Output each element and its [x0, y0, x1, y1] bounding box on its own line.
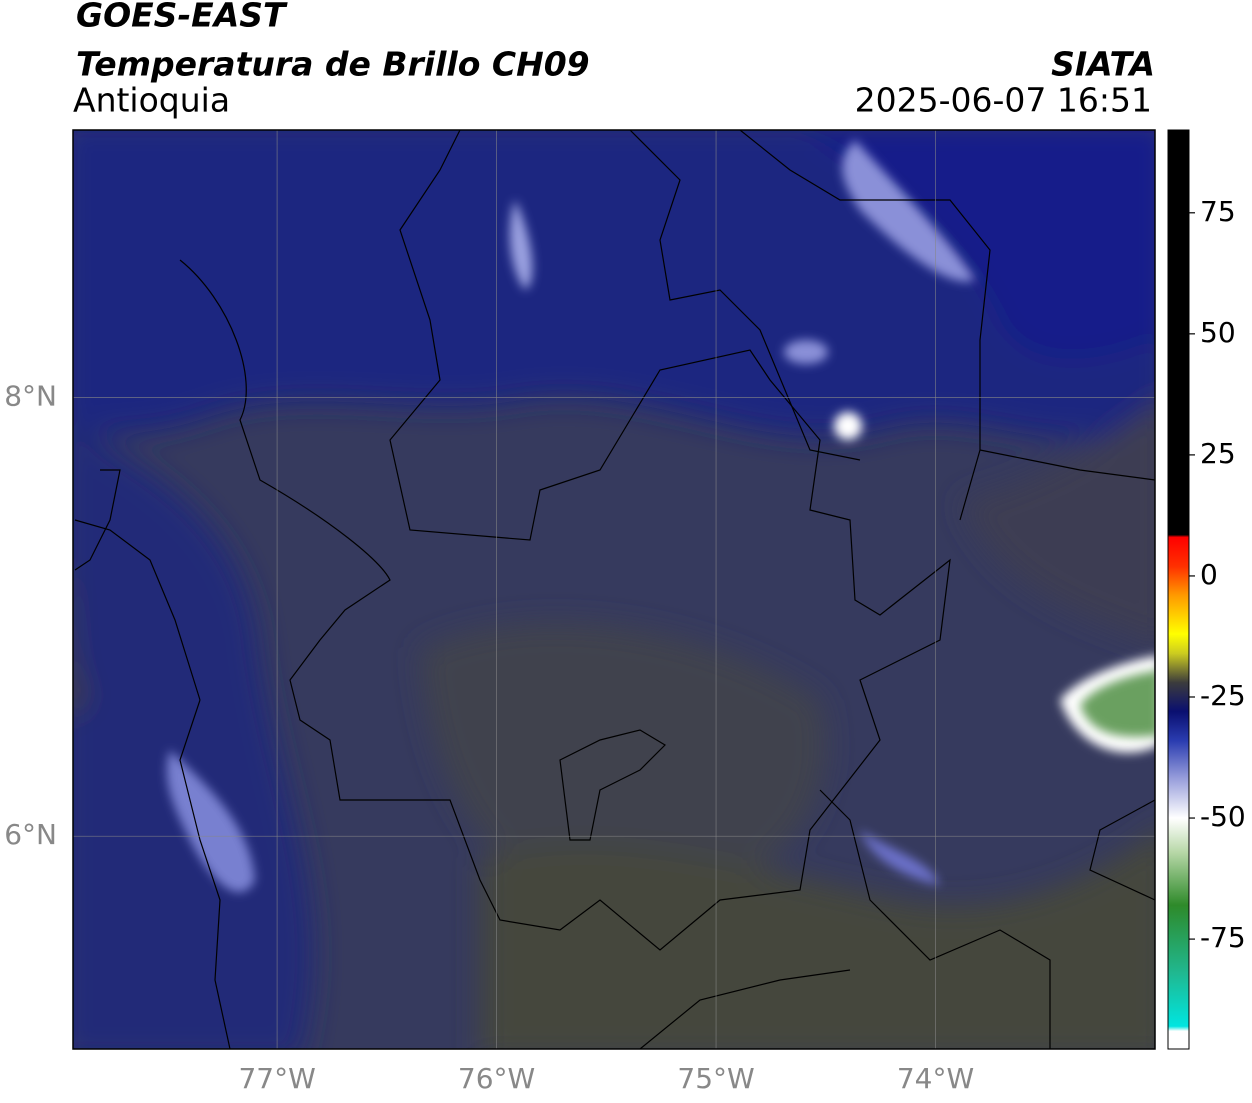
colorbar [1167, 129, 1190, 1050]
satellite-title: GOES-EAST [76, 0, 288, 35]
source: SIATA [1051, 45, 1155, 84]
product-title: Temperatura de Brillo CH09 [76, 45, 590, 84]
lon-label: 74°W [897, 1062, 974, 1095]
colorbar-tick-label: -50 [1200, 800, 1246, 833]
graticule [73, 130, 1155, 1049]
region: Antioquia [73, 81, 230, 120]
datetime: 2025-06-07 16:51 [855, 81, 1152, 120]
lat-label: 8°N [4, 380, 57, 413]
colorbar-tick-label: 25 [1200, 437, 1236, 470]
colorbar-tick-label: 50 [1200, 316, 1236, 349]
colorbar-ticks: -75 -50 -25 0 25 50 75 [1189, 195, 1246, 954]
borders [74, 130, 1155, 1049]
lon-label: 76°W [458, 1062, 535, 1095]
colorbar-tick-label: -25 [1200, 679, 1246, 712]
colorbar-tick-label: 75 [1200, 195, 1236, 228]
lon-label: 77°W [238, 1062, 315, 1095]
lon-label: 75°W [677, 1062, 754, 1095]
satellite-image [73, 130, 1155, 1049]
colorbar-tick-label: 0 [1200, 558, 1218, 591]
map-frame [72, 129, 1156, 1050]
colorbar-tick-label: -75 [1200, 921, 1246, 954]
lat-label: 6°N [4, 818, 57, 851]
